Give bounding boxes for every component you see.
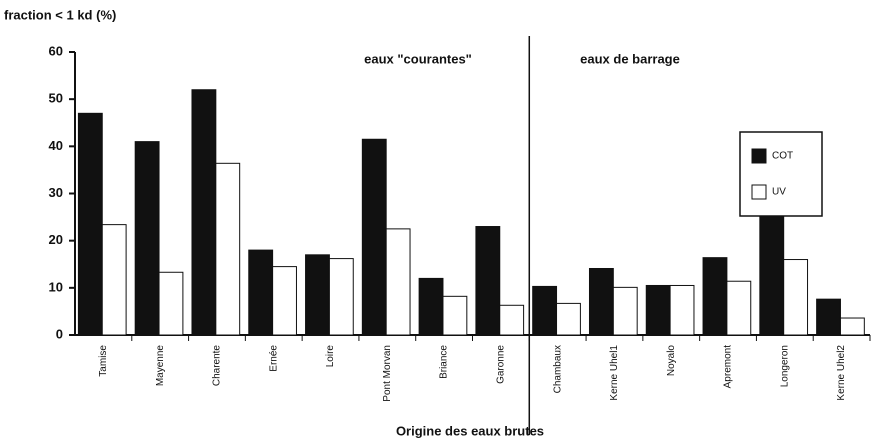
bar: [361, 138, 387, 336]
x-axis-title: Origine des eaux brutes: [396, 423, 544, 438]
y-tick-label: 40: [49, 138, 63, 153]
x-tick-label: Charente: [212, 345, 223, 387]
bar: [556, 302, 581, 336]
bar: [759, 210, 785, 336]
bar: [839, 317, 865, 336]
y-tick-label: 30: [49, 185, 63, 200]
bar: [272, 266, 297, 336]
y-tick-label: 20: [49, 232, 63, 247]
y-tick-label: 0: [56, 326, 63, 341]
bar: [726, 280, 752, 336]
bar: [442, 295, 468, 336]
x-tick-label: Kerne Uhel1: [609, 345, 620, 401]
bar: [101, 224, 127, 336]
y-tick-label: 10: [49, 279, 63, 294]
bar: [385, 228, 411, 336]
y-tick-label: 60: [49, 43, 63, 58]
bar: [612, 286, 638, 336]
bar: [783, 259, 809, 336]
x-tick-label: Longeron: [779, 345, 790, 387]
x-tick-label: Pont Morvan: [382, 345, 393, 402]
x-tick-label: Kerne Uhel2: [836, 345, 847, 401]
annotation: eaux de barrage: [580, 51, 680, 66]
legend-label: COT: [772, 151, 793, 162]
bar: [77, 112, 103, 336]
bar: [588, 267, 614, 336]
bar: [305, 254, 330, 336]
x-tick-label: Briance: [439, 345, 450, 379]
y-tick-label: 50: [49, 91, 63, 106]
bar: [134, 141, 160, 336]
bar: [702, 257, 728, 336]
bar: [418, 277, 444, 336]
bar: [191, 89, 217, 336]
annotation: eaux "courantes": [364, 51, 472, 66]
bar: [158, 271, 184, 336]
legend-box: [739, 131, 823, 217]
x-tick-label: Ernée: [268, 345, 279, 372]
x-tick-label: Tamise: [98, 345, 109, 377]
x-tick-label: Loire: [325, 345, 336, 368]
legend-swatch: [751, 184, 767, 200]
bar: [499, 304, 525, 336]
bar: [816, 298, 841, 336]
x-tick-label: Garonne: [496, 345, 507, 384]
legend-label: UV: [772, 187, 786, 198]
bar: [475, 226, 501, 336]
bar: [248, 249, 274, 336]
x-tick-label: Chambaux: [552, 345, 563, 393]
x-tick-label: Apremont: [723, 345, 734, 389]
bar: [645, 284, 671, 336]
bar: [669, 284, 695, 336]
legend-swatch: [751, 148, 767, 164]
x-tick-label: Noyalo: [666, 345, 677, 377]
bar: [215, 162, 241, 336]
x-tick-label: Mayenne: [155, 345, 166, 387]
y-axis-title: fraction < 1 kd (%): [4, 7, 116, 22]
bar: [328, 258, 354, 336]
bar: [532, 285, 558, 336]
